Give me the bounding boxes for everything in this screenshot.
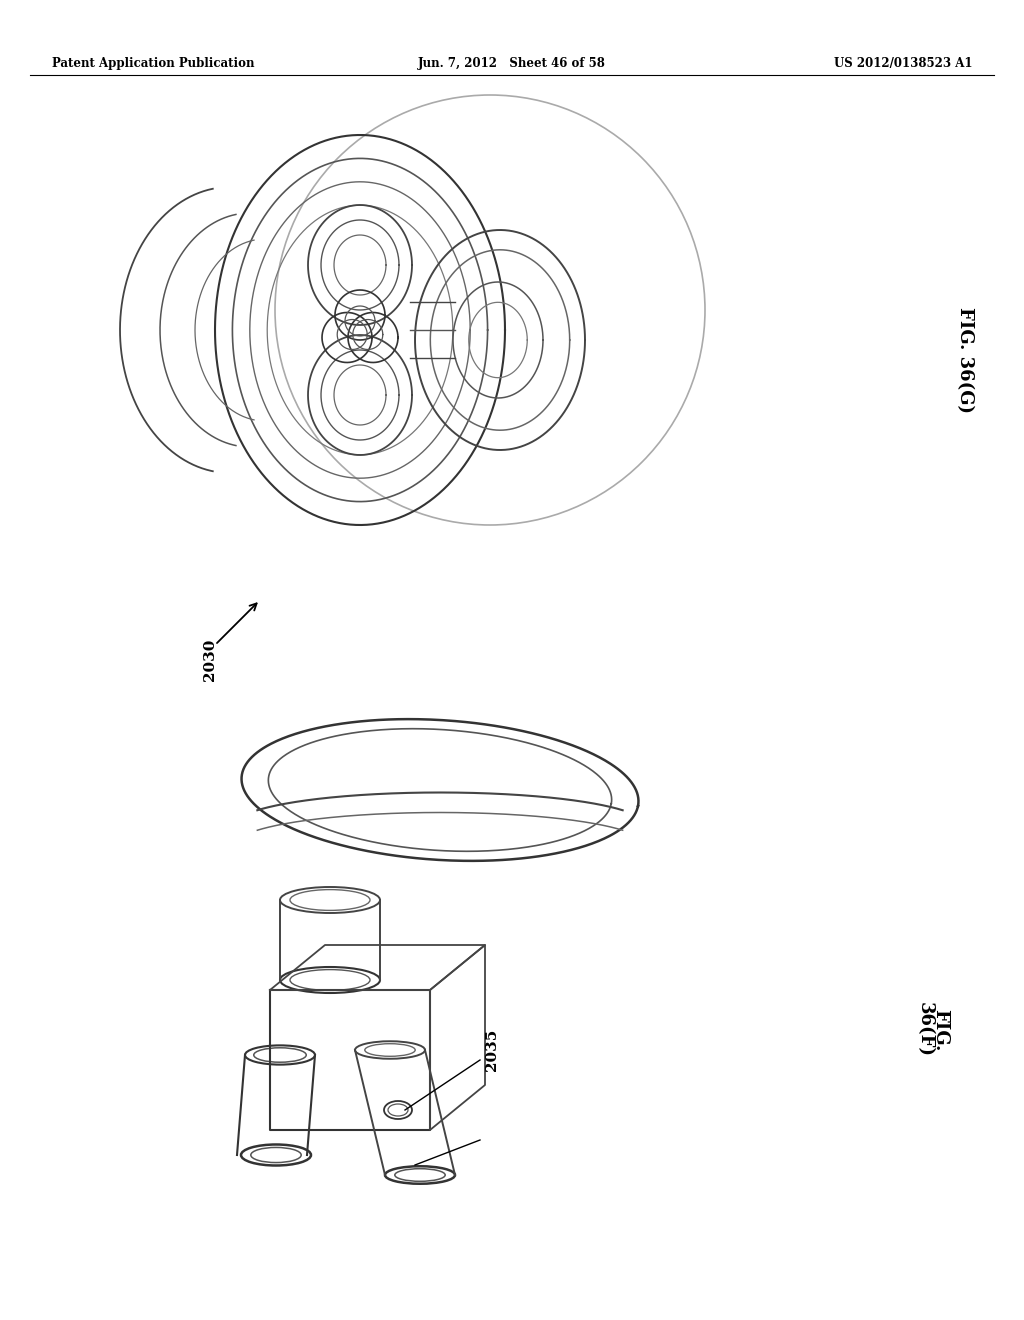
Text: 36(F): 36(F) [916, 1002, 934, 1057]
Text: FIG.: FIG. [931, 1008, 949, 1051]
Text: Patent Application Publication: Patent Application Publication [52, 57, 255, 70]
Text: 2030: 2030 [203, 639, 217, 681]
Text: FIG. 36(G): FIG. 36(G) [956, 308, 974, 413]
Text: US 2012/0138523 A1: US 2012/0138523 A1 [834, 57, 972, 70]
Text: Jun. 7, 2012   Sheet 46 of 58: Jun. 7, 2012 Sheet 46 of 58 [418, 57, 606, 70]
Text: 2035: 2035 [485, 1028, 499, 1071]
